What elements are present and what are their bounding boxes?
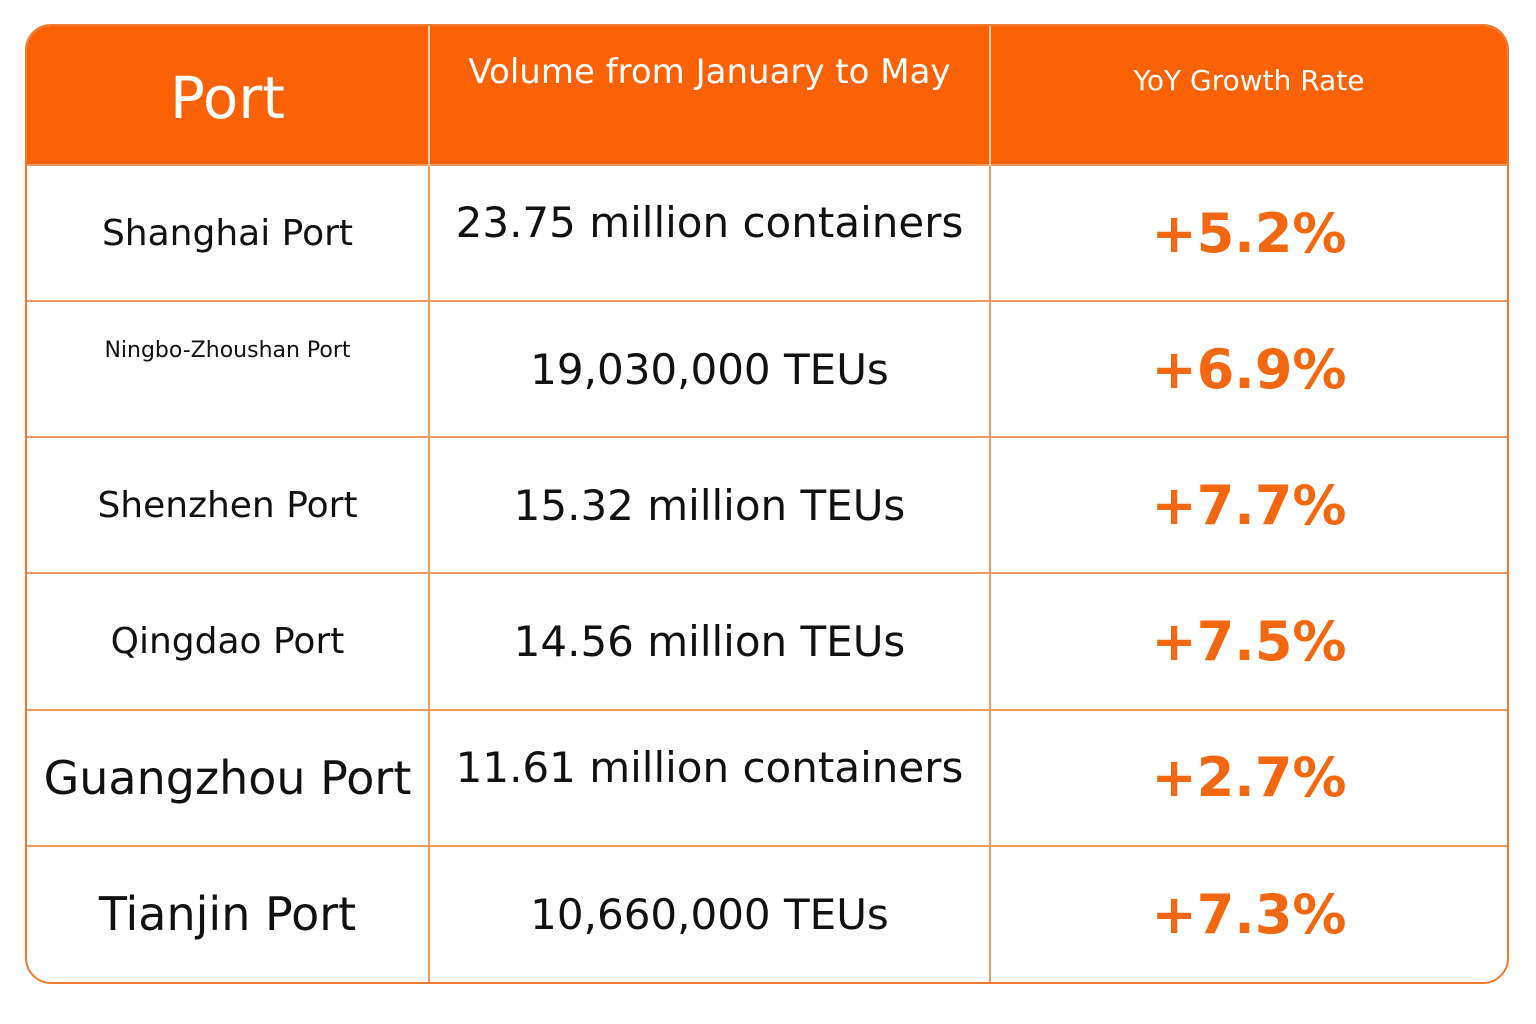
volume-value: 11.61 million containers — [429, 708, 991, 846]
volume-value: 19,030,000 TEUs — [429, 300, 991, 438]
growth-rate-value: +6.9% — [990, 300, 1507, 438]
header-volume: Volume from January to May — [429, 26, 991, 165]
table-row: Tianjin Port 10,660,000 TEUs +7.3% — [27, 844, 1507, 982]
volume-value: 10,660,000 TEUs — [429, 844, 991, 982]
port-name: Ningbo-Zhoushan Port — [27, 300, 430, 438]
header-port: Port — [27, 26, 430, 165]
port-name: Tianjin Port — [27, 844, 430, 982]
table-row: Qingdao Port 14.56 million TEUs +7.5% — [27, 572, 1507, 710]
volume-value: 14.56 million TEUs — [429, 572, 991, 710]
table-row: Shanghai Port 23.75 million containers +… — [27, 163, 1507, 302]
table-row: Guangzhou Port 11.61 million containers … — [27, 708, 1507, 846]
table-row: Ningbo-Zhoushan Port 19,030,000 TEUs +6.… — [27, 300, 1507, 438]
volume-value: 15.32 million TEUs — [429, 436, 991, 574]
growth-rate-value: +5.2% — [990, 163, 1507, 302]
table-header-row: Port Volume from January to May YoY Grow… — [27, 26, 1507, 165]
port-volume-table-card: Port Volume from January to May YoY Grow… — [25, 24, 1509, 984]
table-row: Shenzhen Port 15.32 million TEUs +7.7% — [27, 436, 1507, 574]
port-name: Qingdao Port — [27, 572, 430, 710]
port-volume-table: Port Volume from January to May YoY Grow… — [27, 26, 1507, 982]
growth-rate-value: +7.7% — [990, 436, 1507, 574]
port-name: Shanghai Port — [27, 163, 430, 302]
growth-rate-value: +7.3% — [990, 844, 1507, 982]
port-name: Guangzhou Port — [27, 708, 430, 846]
growth-rate-value: +7.5% — [990, 572, 1507, 710]
volume-value: 23.75 million containers — [429, 163, 991, 302]
port-name: Shenzhen Port — [27, 436, 430, 574]
header-growth-rate: YoY Growth Rate — [990, 26, 1507, 165]
growth-rate-value: +2.7% — [990, 708, 1507, 846]
